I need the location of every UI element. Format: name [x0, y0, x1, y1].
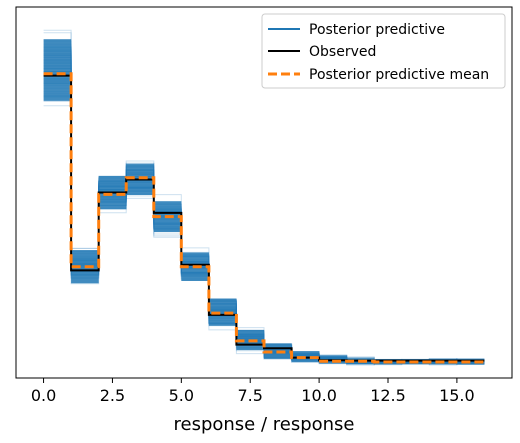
- posterior-predictive-band: [43, 39, 72, 101]
- x-axis: 0.0 2.5 5.0 7.5 10.0 12.5 15.0: [31, 378, 475, 405]
- posterior-predictive-sample: [43, 61, 485, 365]
- posterior-predictive-sample: [43, 60, 485, 364]
- posterior-predictive-sample: [43, 96, 485, 363]
- posterior-predictive-sample: [43, 78, 485, 364]
- posterior-predictive-sample: [43, 85, 485, 365]
- legend-label-posterior-predictive: Posterior predictive: [309, 22, 445, 38]
- plot-frame: [15, 6, 513, 379]
- posterior-predictive-sample: [43, 71, 485, 364]
- posterior-predictive-band: [456, 359, 485, 365]
- posterior-predictive-sample: [43, 67, 485, 365]
- posterior-predictive-sample: [43, 80, 485, 363]
- x-tick-label: 2.5: [100, 386, 125, 405]
- x-axis-label: response / response: [173, 414, 354, 435]
- posterior-predictive-sample: [43, 75, 485, 365]
- legend: Posterior predictive Observed Posterior …: [261, 13, 506, 89]
- posterior-predictive-sample: [43, 76, 485, 365]
- posterior-predictive-sample: [43, 71, 485, 364]
- x-tick-label: 15.0: [439, 386, 475, 405]
- x-tick-label: 5.0: [169, 386, 194, 405]
- posterior-predictive-sample: [43, 80, 485, 365]
- x-tick-label: 7.5: [237, 386, 262, 405]
- posterior-predictive-sample: [43, 67, 485, 366]
- posterior-predictive-mean-line: [43, 72, 485, 364]
- posterior-predictive-sample: [43, 77, 485, 365]
- posterior-predictive-sample: [43, 81, 485, 363]
- posterior-predictive-sample: [43, 63, 485, 365]
- posterior-predictive-sample: [43, 68, 485, 365]
- posterior-predictive-sample: [43, 64, 485, 365]
- posterior-predictive-sample: [43, 78, 485, 365]
- x-tick-label: 12.5: [370, 386, 406, 405]
- x-tick-label: 10.0: [301, 386, 337, 405]
- x-tick-label: 0.0: [31, 386, 56, 405]
- posterior-predictive-sample: [43, 101, 485, 363]
- posterior-predictive-sample: [43, 105, 485, 365]
- legend-frame: [261, 13, 506, 89]
- posterior-predictive-sample: [43, 68, 485, 365]
- legend-label-posterior-predictive-mean: Posterior predictive mean: [309, 67, 489, 83]
- posterior-predictive-sample: [43, 71, 485, 364]
- posterior-predictive-sample: [43, 93, 485, 363]
- posterior-predictive-sample: [43, 59, 485, 364]
- posterior-predictive-sample: [43, 66, 485, 364]
- posterior-predictive-sample: [43, 59, 485, 364]
- posterior-predictive-sample: [43, 83, 485, 364]
- posterior-predictive-sample: [43, 75, 485, 366]
- observed-line: [43, 74, 485, 362]
- posterior-predictive-sample: [43, 87, 485, 365]
- posterior-predictive-sample: [43, 65, 485, 366]
- posterior-predictive-sample: [43, 82, 485, 364]
- posterior-predictive-sample: [43, 95, 485, 366]
- posterior-predictive-sample: [43, 74, 485, 364]
- posterior-predictive-sample: [43, 83, 485, 363]
- legend-label-observed: Observed: [309, 44, 376, 60]
- posterior-predictive-sample: [43, 71, 485, 364]
- posterior-predictive-sample: [43, 78, 485, 364]
- posterior-predictive-sample: [43, 91, 485, 364]
- summary-lines: [43, 72, 485, 364]
- posterior-predictive-sample: [43, 95, 485, 364]
- posterior-predictive-sample: [43, 57, 485, 365]
- posterior-predictive-sample: [43, 56, 485, 364]
- posterior-predictive-sample: [43, 72, 485, 364]
